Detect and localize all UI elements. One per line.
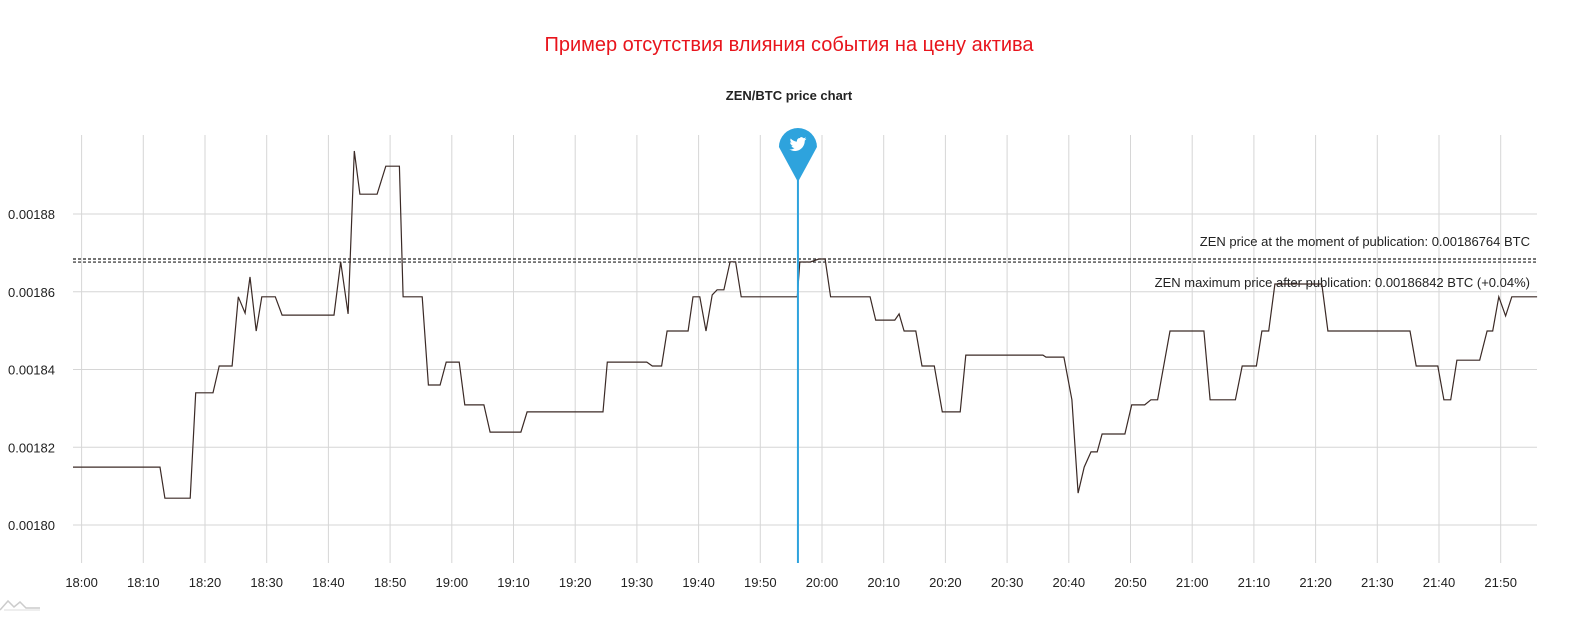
y-tick-label: 0.00180 <box>8 518 55 533</box>
y-axis: 0.00180 0.00182 0.00184 0.00186 0.00188 <box>8 207 55 533</box>
x-tick-label: 19:40 <box>682 575 715 590</box>
map-pin-icon <box>778 128 817 182</box>
page-title: Пример отсутствия влияния события на цен… <box>544 34 1034 56</box>
x-tick-label: 20:20 <box>929 575 962 590</box>
x-tick-label: 21:30 <box>1361 575 1394 590</box>
x-tick-label: 19:30 <box>621 575 654 590</box>
x-tick-label: 18:30 <box>250 575 283 590</box>
x-tick-label: 18:10 <box>127 575 160 590</box>
x-tick-label: 18:40 <box>312 575 345 590</box>
x-tick-label: 21:00 <box>1176 575 1209 590</box>
x-tick-label: 20:10 <box>867 575 900 590</box>
y-tick-label: 0.00186 <box>8 285 55 300</box>
x-tick-label: 19:20 <box>559 575 592 590</box>
y-tick-label: 0.00188 <box>8 207 55 222</box>
x-tick-label: 21:50 <box>1484 575 1517 590</box>
x-tick-label: 20:00 <box>806 575 839 590</box>
mountain-logo-icon <box>0 599 40 611</box>
x-axis: 18:00 18:10 18:20 18:30 18:40 18:50 19:00 19:10… <box>65 575 1517 590</box>
price-line <box>73 150 1538 499</box>
x-tick-label: 19:10 <box>497 575 530 590</box>
x-tick-label: 21:40 <box>1423 575 1456 590</box>
x-tick-label: 18:20 <box>189 575 222 590</box>
x-tick-label: 21:20 <box>1299 575 1332 590</box>
x-tick-label: 18:00 <box>65 575 98 590</box>
chart-title: ZEN/BTC price chart <box>725 88 853 103</box>
x-tick-label: 20:30 <box>991 575 1024 590</box>
x-tick-label: 18:50 <box>374 575 407 590</box>
grid <box>73 135 1537 563</box>
event-marker[interactable] <box>778 128 817 563</box>
x-tick-label: 19:50 <box>744 575 777 590</box>
x-tick-label: 20:40 <box>1053 575 1086 590</box>
x-tick-label: 20:50 <box>1114 575 1147 590</box>
y-tick-label: 0.00184 <box>8 363 55 378</box>
reference-label: ZEN maximum price after publication: 0.0… <box>1155 275 1530 290</box>
x-tick-label: 21:10 <box>1238 575 1271 590</box>
twitter-icon <box>789 137 807 151</box>
reference-label: ZEN price at the moment of publication: … <box>1200 234 1530 249</box>
x-tick-label: 19:00 <box>436 575 469 590</box>
y-tick-label: 0.00182 <box>8 440 55 455</box>
